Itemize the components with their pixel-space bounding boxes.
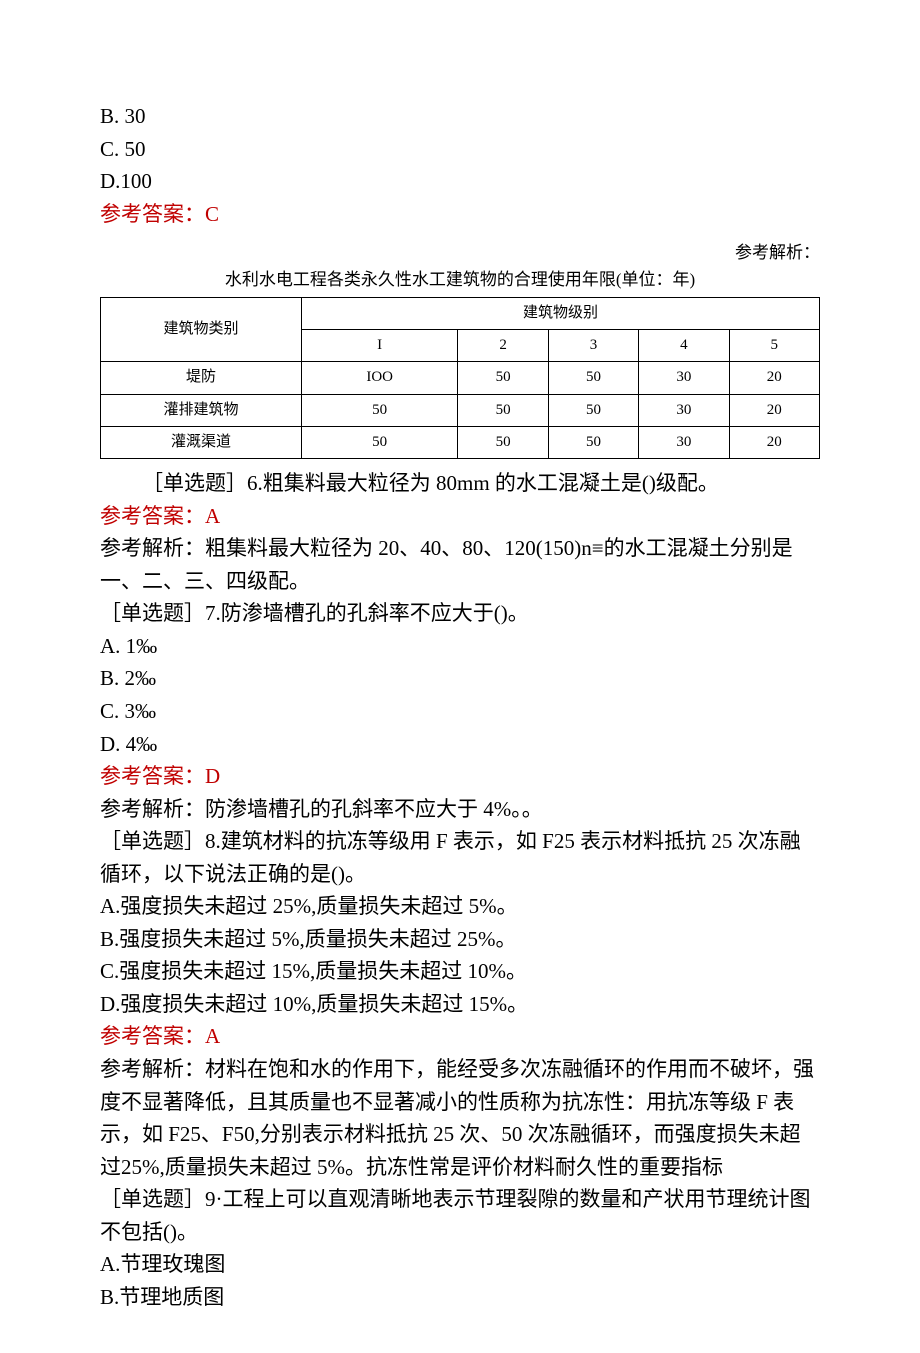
cell: 50 [458,362,548,394]
row-name: 灌排建筑物 [101,394,302,426]
cell: 50 [548,362,638,394]
table-row: 灌排建筑物 50 50 50 30 20 [101,394,820,426]
q7-option-a: A. 1‰ [100,630,820,663]
cell: 20 [729,394,819,426]
th-category: 建筑物类别 [101,297,302,362]
cell: 50 [458,394,548,426]
q8-question: ［单选题］8.建筑材料的抗冻等级用 F 表示，如 F25 表示材料抵抗 25 次… [100,825,820,890]
q8-option-d: D.强度损失未超过 10%,质量损失未超过 15%。 [100,988,820,1021]
q5-option-c: C. 50 [100,133,820,166]
level-5: 5 [729,330,819,362]
th-level: 建筑物级别 [302,297,820,329]
level-3: 3 [548,330,638,362]
q6-answer: 参考答案：A [100,500,820,533]
q8-option-a: A.强度损失未超过 25%,质量损失未超过 5%。 [100,890,820,923]
q8-answer: 参考答案：A [100,1020,820,1053]
level-4: 4 [639,330,729,362]
q9-question: ［单选题］9·工程上可以直观清晰地表示节理裂隙的数量和产状用节理统计图不包括()… [100,1183,820,1248]
q8-option-c: C.强度损失未超过 15%,质量损失未超过 10%。 [100,955,820,988]
q6-question: ［单选题］6.粗集料最大粒径为 80mm 的水工混凝土是()级配。 [100,467,820,500]
table-row: 堤防 IOO 50 50 30 20 [101,362,820,394]
q9-option-a: A.节理玫瑰图 [100,1248,820,1281]
cell: 30 [639,426,729,458]
cell: 50 [548,394,638,426]
row-name: 灌溉渠道 [101,426,302,458]
row-name: 堤防 [101,362,302,394]
q9-option-b: B.节理地质图 [100,1281,820,1314]
cell: 20 [729,426,819,458]
cell: 50 [302,394,458,426]
service-life-table: 建筑物类别 建筑物级别 I 2 3 4 5 堤防 IOO 50 50 30 20… [100,297,820,459]
q7-question: ［单选题］7.防渗墙槽孔的孔斜率不应大于()。 [100,597,820,630]
q5-answer: 参考答案：C [100,198,820,231]
cell: 20 [729,362,819,394]
q7-option-b: B. 2‰ [100,662,820,695]
q7-answer: 参考答案：D [100,760,820,793]
cell: 50 [302,426,458,458]
cell: IOO [302,362,458,394]
table-title: 水利水电工程各类永久性水工建筑物的合理使用年限(单位：年) [100,267,820,293]
q7-analysis: 参考解析：防渗墙槽孔的孔斜率不应大于 4%。。 [100,793,820,826]
q6-analysis: 参考解析：粗集料最大粒径为 20、40、80、120(150)n≡的水工混凝土分… [100,532,820,597]
q8-analysis: 参考解析：材料在饱和水的作用下，能经受多次冻融循环的作用而不破坏，强度不显著降低… [100,1053,820,1183]
cell: 30 [639,394,729,426]
q5-analysis-label: 参考解析： [100,240,820,266]
q7-option-c: C. 3‰ [100,695,820,728]
q7-option-d: D. 4‰ [100,728,820,761]
cell: 50 [458,426,548,458]
q5-option-d: D.100 [100,165,820,198]
level-1: I [302,330,458,362]
cell: 30 [639,362,729,394]
level-2: 2 [458,330,548,362]
q8-option-b: B.强度损失未超过 5%,质量损失未超过 25%。 [100,923,820,956]
table-row: 灌溉渠道 50 50 50 30 20 [101,426,820,458]
cell: 50 [548,426,638,458]
q5-option-b: B. 30 [100,100,820,133]
